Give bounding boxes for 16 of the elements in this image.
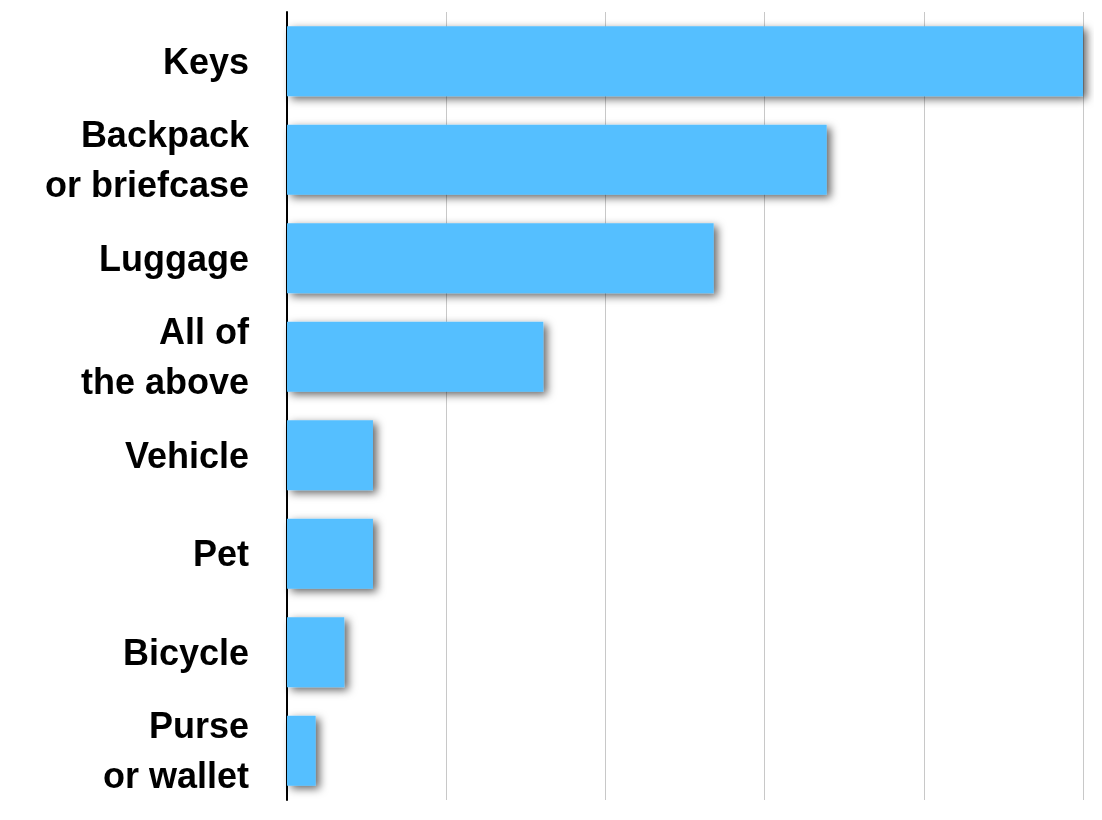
bar xyxy=(287,617,345,688)
bar xyxy=(287,321,544,392)
y-tick-label: Backpack or briefcase xyxy=(44,114,250,206)
y-tick-label: Keys xyxy=(162,40,249,82)
bar xyxy=(287,715,316,786)
y-tick-label: Bicycle xyxy=(122,631,249,673)
y-tick-label: Purse or wallet xyxy=(102,705,249,797)
bar xyxy=(287,124,827,195)
y-tick-label: All of the above xyxy=(80,311,251,403)
bar xyxy=(287,223,714,294)
bar xyxy=(287,26,1083,97)
bar xyxy=(287,420,373,491)
y-tick-label: Pet xyxy=(192,533,249,575)
y-tick-label: Vehicle xyxy=(124,434,249,476)
y-tick-label: Luggage xyxy=(99,237,249,279)
bar xyxy=(287,518,373,589)
